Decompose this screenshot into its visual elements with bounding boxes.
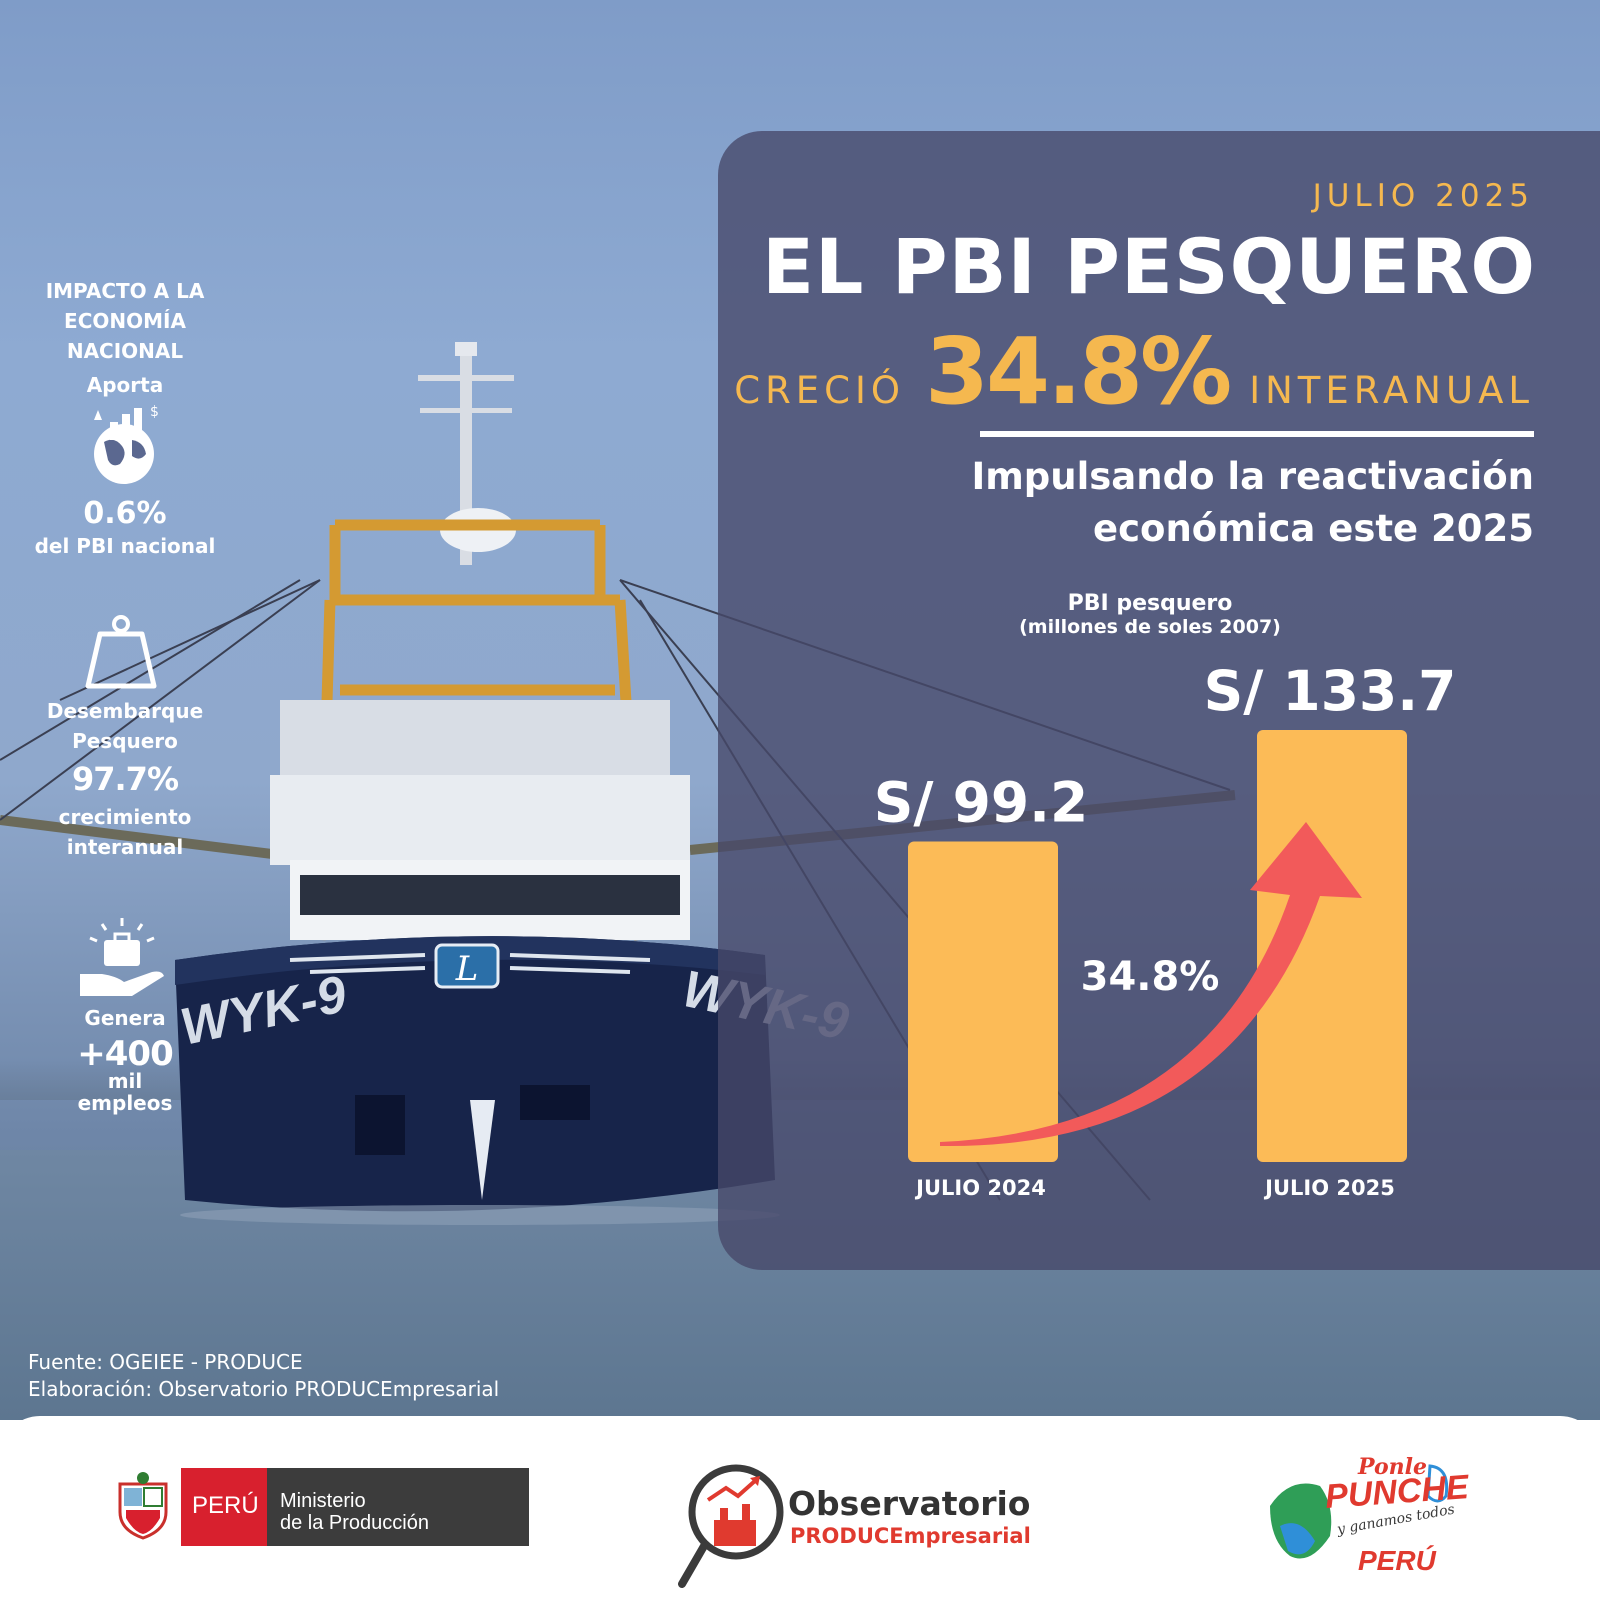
employment-value: +400 [77,1034,173,1074]
growth-headline: CRECIÓ 34.8% INTERANUAL [734,318,1534,425]
peru-coat-of-arms-logo [118,1472,168,1540]
chart-title-main: PBI pesquero [1067,591,1233,616]
ponle-punche-logo: Ponle PUNCHE y ganamos todos PERÚ [1270,1454,1470,1576]
growth-suffix: INTERANUAL [1249,369,1534,412]
chart-title: PBI pesquero (millones de soles 2007) [990,591,1310,638]
ponle-text: Ponle [1357,1454,1427,1480]
peru-logo-red-block [181,1468,267,1546]
elaboration-text: Elaboración: Observatorio PRODUCEmpresar… [28,1377,500,1401]
aporta-label: Aporta [86,373,164,397]
source-text: Fuente: OGEIEE - PRODUCE [28,1350,303,1374]
fishing-vessel-image: L WYK-9 WYK-9 [0,342,1236,1225]
global-economy-icon: $ [94,404,159,484]
desembarque-value: 97.7% [71,760,179,798]
svg-text:$: $ [150,404,159,420]
divider-line [980,431,1534,437]
observatorio-logo-subtext: PRODUCEmpresarial [790,1524,1031,1548]
ministry-logo-block [267,1468,529,1546]
page-title: EL PBI PESQUERO [762,222,1536,311]
growth-prefix: CRECIÓ [734,369,906,412]
ship-logo-letter: L [455,949,479,989]
date-label: JULIO 2025 [1312,178,1534,214]
aporta-description: del PBI nacional [34,534,216,558]
growth-value: 34.8% [925,318,1232,425]
desembarque-description: crecimiento interanual [58,805,192,859]
subtitle-line-1: Impulsando la reactivación [971,455,1534,498]
weight-icon [85,615,157,689]
ministry-logo-text: Ministerio de la Producción [280,1490,429,1534]
employment-description: mil empleos [77,1069,173,1115]
observatorio-logo-text: Observatorio [788,1484,1031,1523]
observatorio-logo-icon [678,1464,784,1588]
chart-title-units: (millones de soles 2007) [1019,616,1281,638]
subtitle-line-2: económica este 2025 [1093,507,1534,550]
employment-icon [80,918,164,996]
impact-heading: IMPACTO A LA ECONOMÍA NACIONAL [45,279,205,363]
genera-label: Genera [84,1006,166,1030]
peru-slogan-text: PERÚ [1358,1545,1437,1576]
subtitle: Impulsando la reactivación económica est… [971,451,1534,555]
peru-logo-text: PERÚ [192,1492,259,1519]
desembarque-label: Desembarque Pesquero [46,699,204,753]
aporta-value: 0.6% [83,496,167,531]
